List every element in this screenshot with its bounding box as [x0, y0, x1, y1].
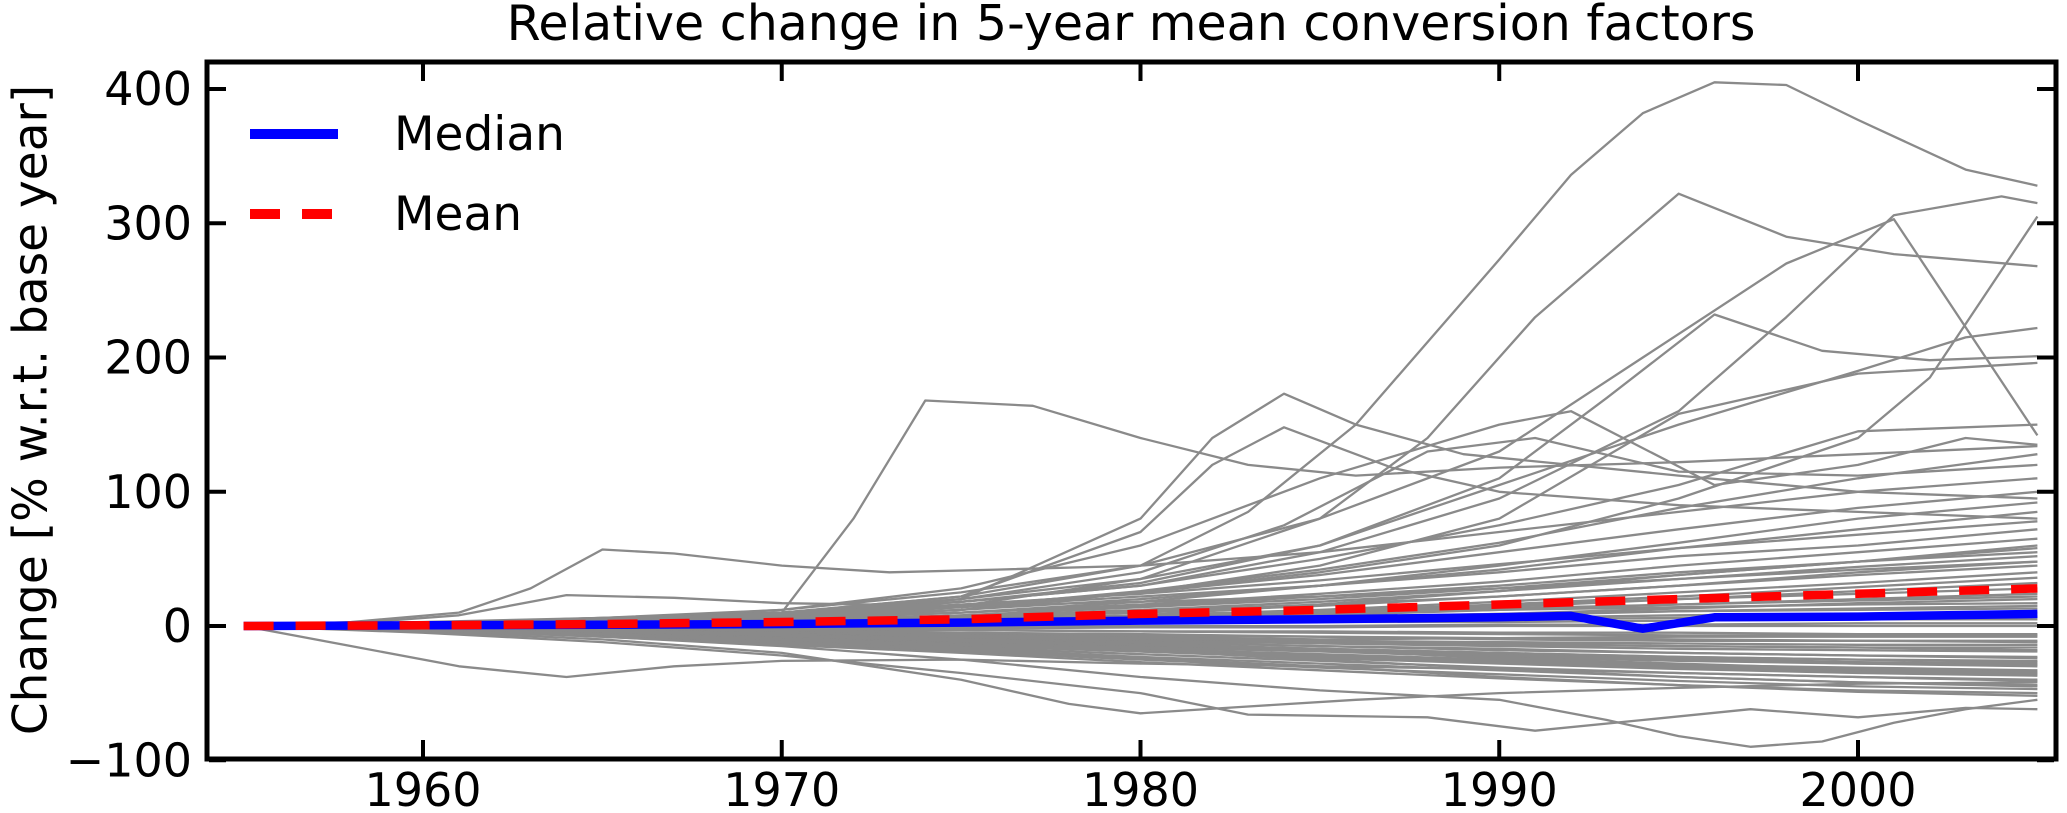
- mean-line: [243, 584, 2038, 631]
- y-tick-label: 400: [104, 62, 192, 116]
- x-tick-label: 1970: [723, 763, 840, 813]
- median-line-swatch: [250, 129, 338, 139]
- y-tick-label: 200: [104, 331, 192, 385]
- y-tick-label: 300: [104, 196, 192, 250]
- ensemble-line: [243, 624, 2038, 715]
- y-axis-label: Change [% w.r.t. base year]: [3, 84, 59, 736]
- legend-label-mean: Mean: [394, 186, 523, 242]
- legend-entry-mean: Mean: [250, 174, 565, 254]
- ensemble-line: [243, 520, 2038, 628]
- ensemble-line: [243, 192, 2038, 628]
- median-line: [243, 609, 2038, 633]
- x-tick-label: 1960: [364, 763, 481, 813]
- legend-label-median: Median: [394, 106, 565, 162]
- mean-line-swatch: [250, 209, 338, 219]
- ensemble-line: [243, 624, 2038, 748]
- x-tick-label: 2000: [1799, 763, 1916, 813]
- legend-entry-median: Median: [250, 94, 565, 174]
- ensemble-line: [243, 410, 2038, 628]
- axes-spines: [204, 59, 2059, 762]
- x-tick-label: 1980: [1082, 763, 1199, 813]
- x-tick-label: 1990: [1441, 763, 1558, 813]
- y-tick-label: 100: [104, 465, 192, 519]
- ensemble-line: [243, 195, 2038, 628]
- y-tick-label: 0: [163, 599, 192, 653]
- chart-title: Relative change in 5-year mean conversio…: [506, 0, 1756, 52]
- ensemble-line: [243, 624, 2038, 732]
- y-tick-label: −100: [66, 733, 192, 787]
- legend: Median Mean: [250, 94, 565, 254]
